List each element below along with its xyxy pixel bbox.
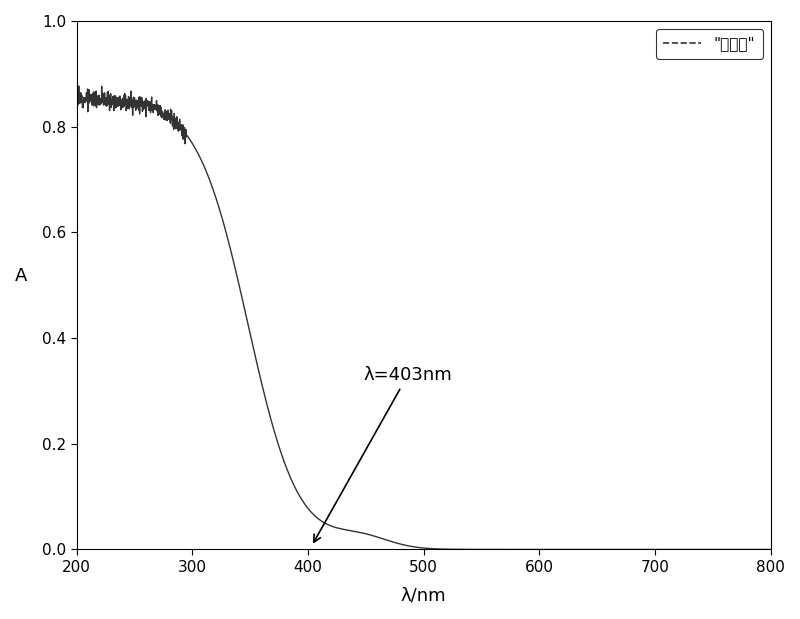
- Legend: "吸收値": "吸收値": [656, 28, 763, 59]
- X-axis label: λ/nm: λ/nm: [401, 586, 446, 604]
- Y-axis label: A: A: [15, 267, 27, 285]
- Text: λ=403nm: λ=403nm: [314, 366, 452, 542]
